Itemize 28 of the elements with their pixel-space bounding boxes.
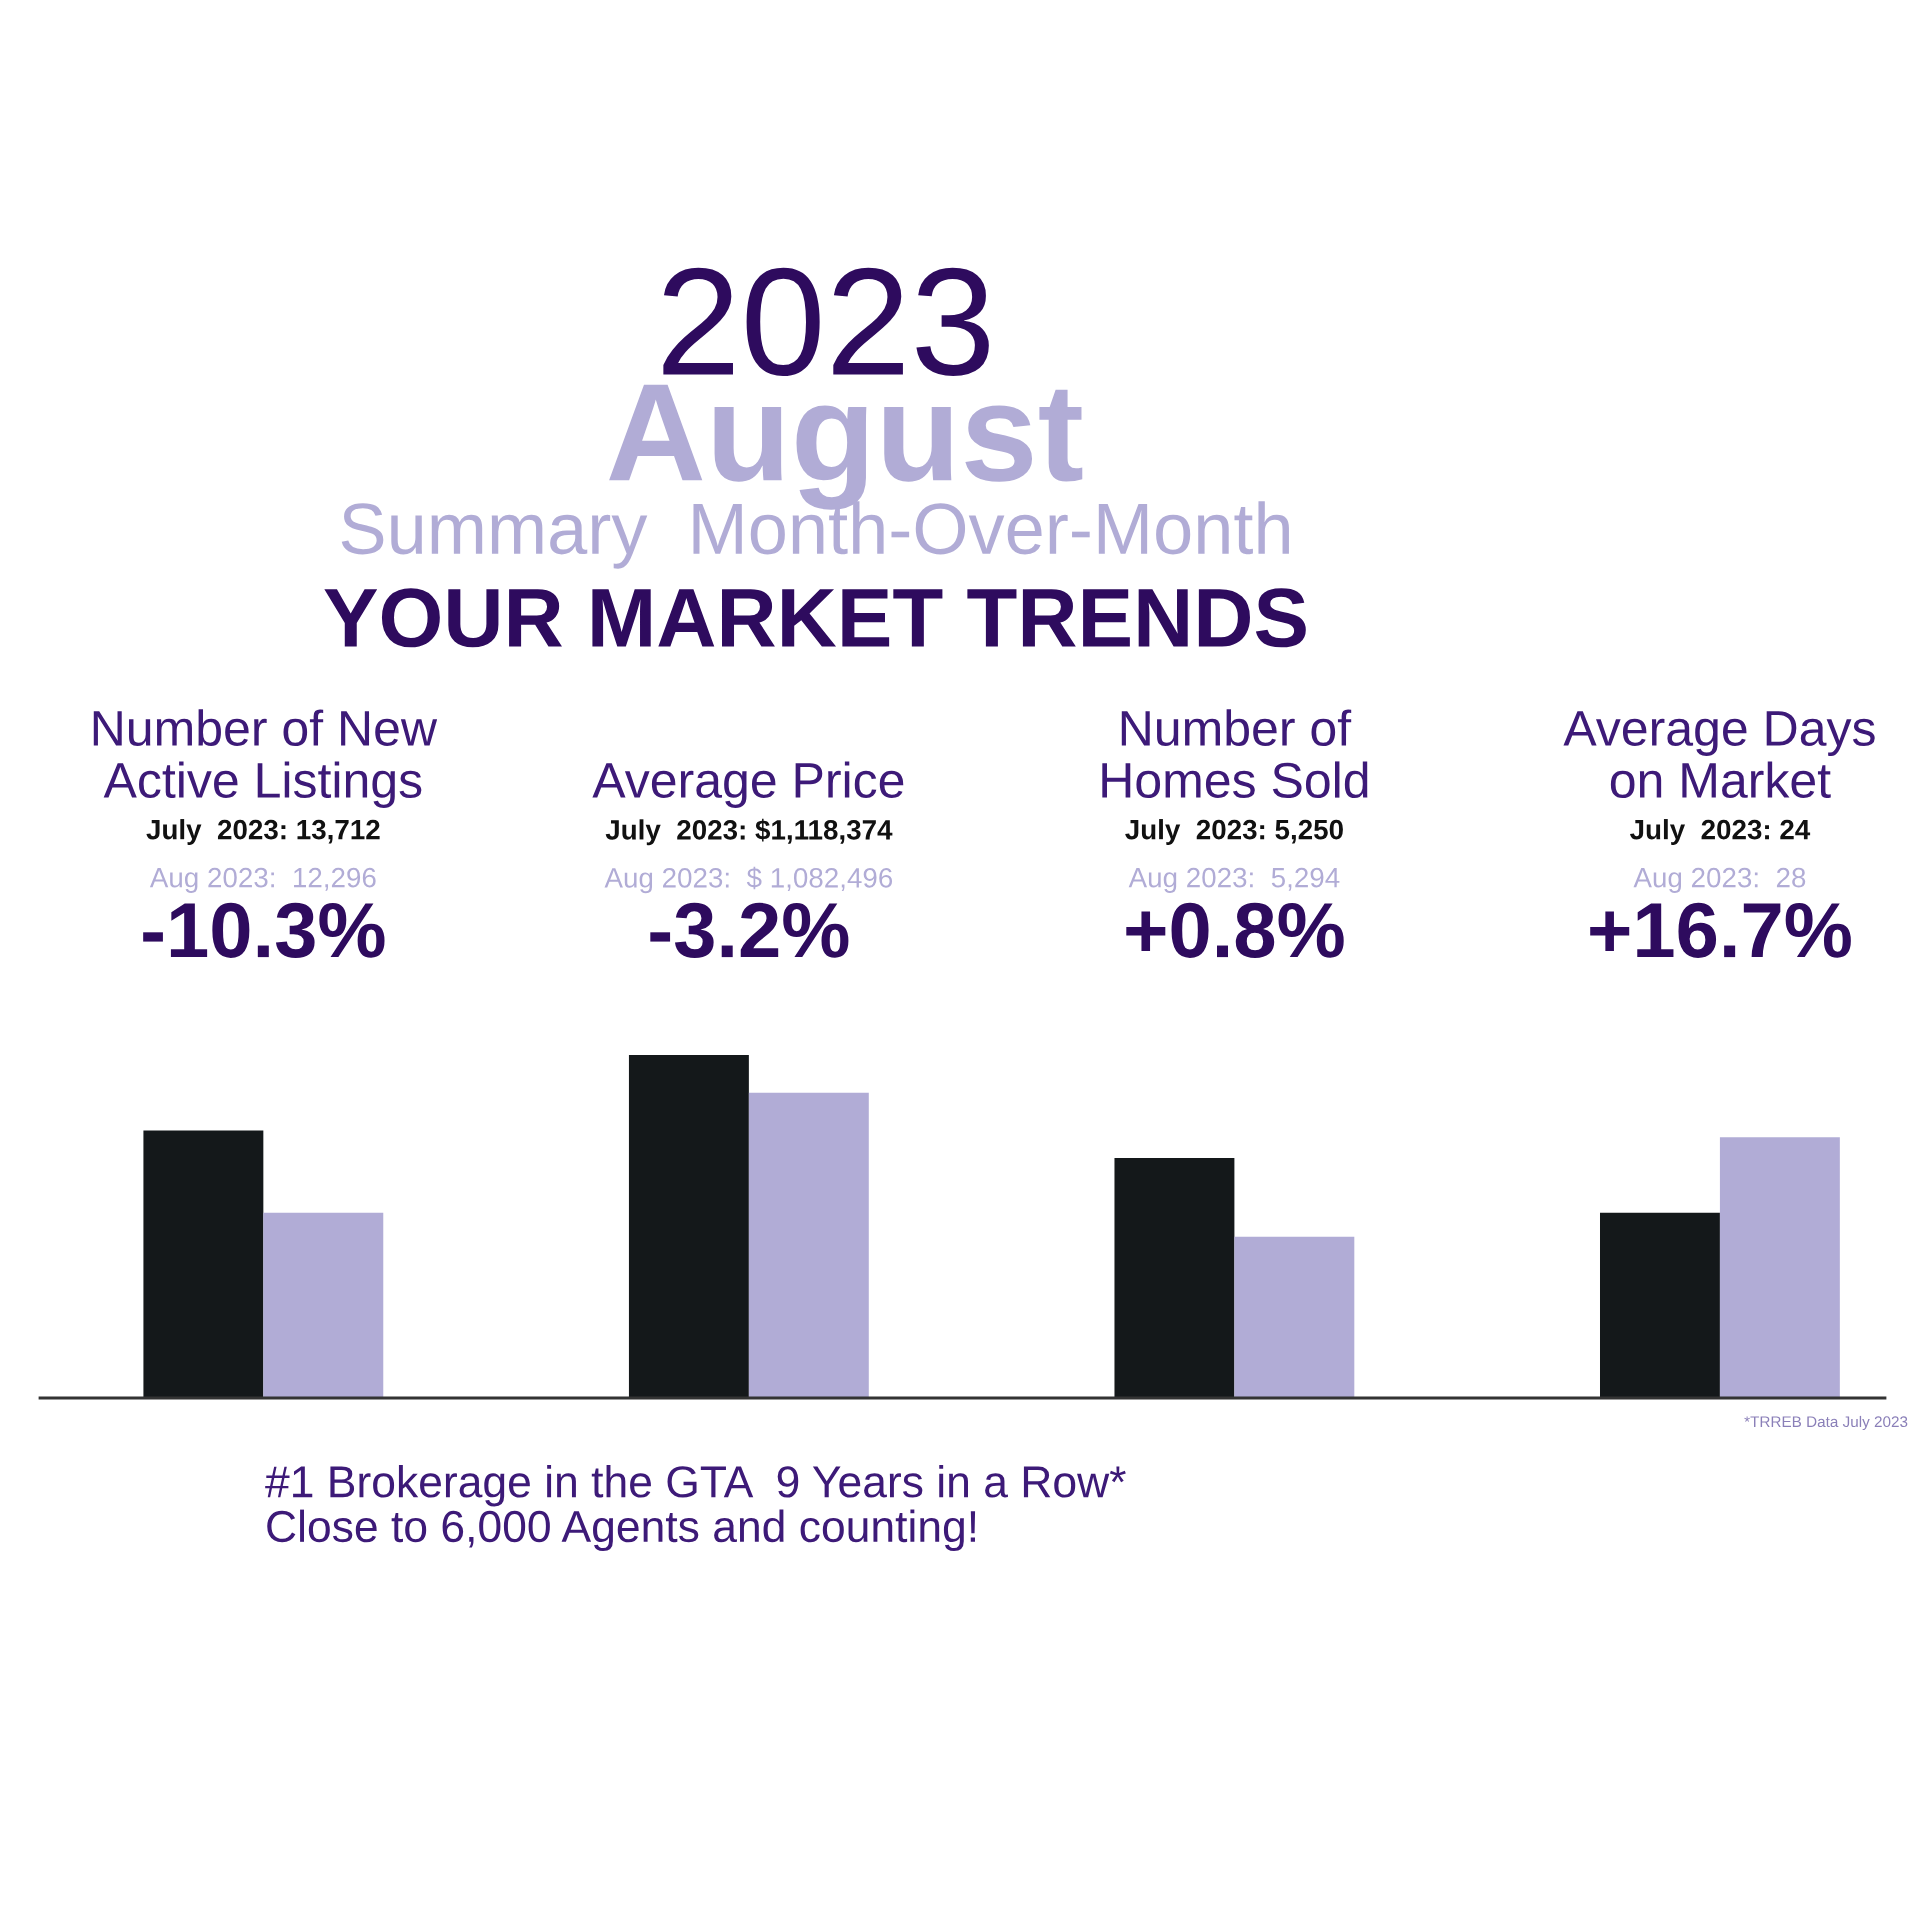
bar [1600,1212,1720,1398]
bar [263,1212,384,1398]
text: #1 Brokerage in the GTA 9 Years in a Row* Close to 6,000 Agents and counting! [265,1464,1126,1552]
text: *TRREB Data July 2023 [1744,1415,1908,1431]
x-tick-label: Average Days on Market [1563,711,1875,799]
text: July 2023: 24 [1630,819,1811,845]
text: Aug 2023: $ 1,082,496 [604,866,893,894]
x-tick-label: Average Price [592,761,904,808]
x-tick-label: Number of New Active Listings [93,709,438,808]
bar [1114,1157,1235,1398]
text: Aug 2023: 5,294 [1128,867,1340,893]
text: Aug 2023: 28 [1633,867,1806,893]
text: July 2023: $1,118,374 [605,818,893,846]
text: -10.3% [143,902,385,958]
text: YOUR MARKET TRENDS [324,588,1306,648]
text: July 2023: 5,250 [1125,819,1343,845]
bar [1234,1236,1355,1398]
chart-title: 2023 [663,267,989,377]
bar [1719,1137,1840,1398]
bar [748,1092,869,1398]
text: +16.7% [1590,902,1851,958]
text: +0.8% [1126,902,1344,958]
text: -3.2% [650,902,849,958]
bar [143,1130,264,1398]
bar [628,1055,749,1398]
text: July 2023: 13,712 [146,819,380,845]
x-tick-label: Number of Homes Sold [1102,709,1368,799]
text: Aug 2023: 12,296 [149,867,376,893]
